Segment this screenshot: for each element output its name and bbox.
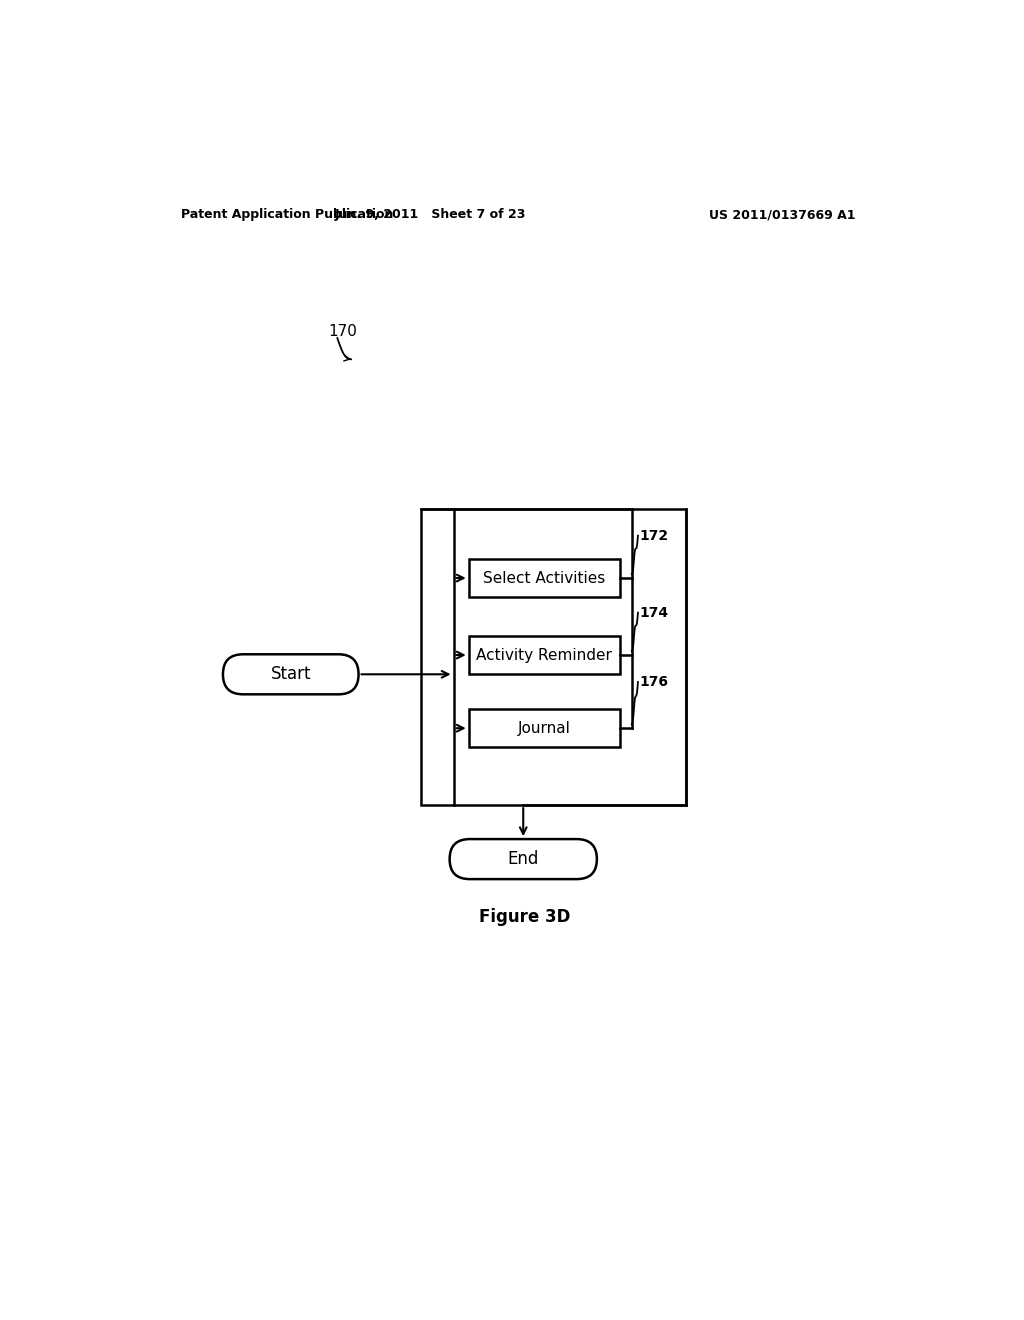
Text: Select Activities: Select Activities <box>483 570 605 586</box>
Text: 174: 174 <box>640 606 669 619</box>
Text: US 2011/0137669 A1: US 2011/0137669 A1 <box>710 209 856 222</box>
FancyBboxPatch shape <box>450 840 597 879</box>
Text: Patent Application Publication: Patent Application Publication <box>180 209 393 222</box>
Text: 176: 176 <box>640 675 669 689</box>
FancyBboxPatch shape <box>223 655 358 694</box>
Text: Journal: Journal <box>518 721 570 735</box>
Text: Activity Reminder: Activity Reminder <box>476 648 612 663</box>
Text: Jun. 9, 2011   Sheet 7 of 23: Jun. 9, 2011 Sheet 7 of 23 <box>335 209 526 222</box>
Bar <box>469 558 620 598</box>
Text: Figure 3D: Figure 3D <box>479 908 570 925</box>
Text: 170: 170 <box>328 323 356 339</box>
Bar <box>469 709 620 747</box>
Text: End: End <box>508 850 539 869</box>
Bar <box>421 508 686 805</box>
Bar <box>469 636 620 675</box>
Text: Start: Start <box>270 665 311 684</box>
Text: 172: 172 <box>640 529 669 543</box>
